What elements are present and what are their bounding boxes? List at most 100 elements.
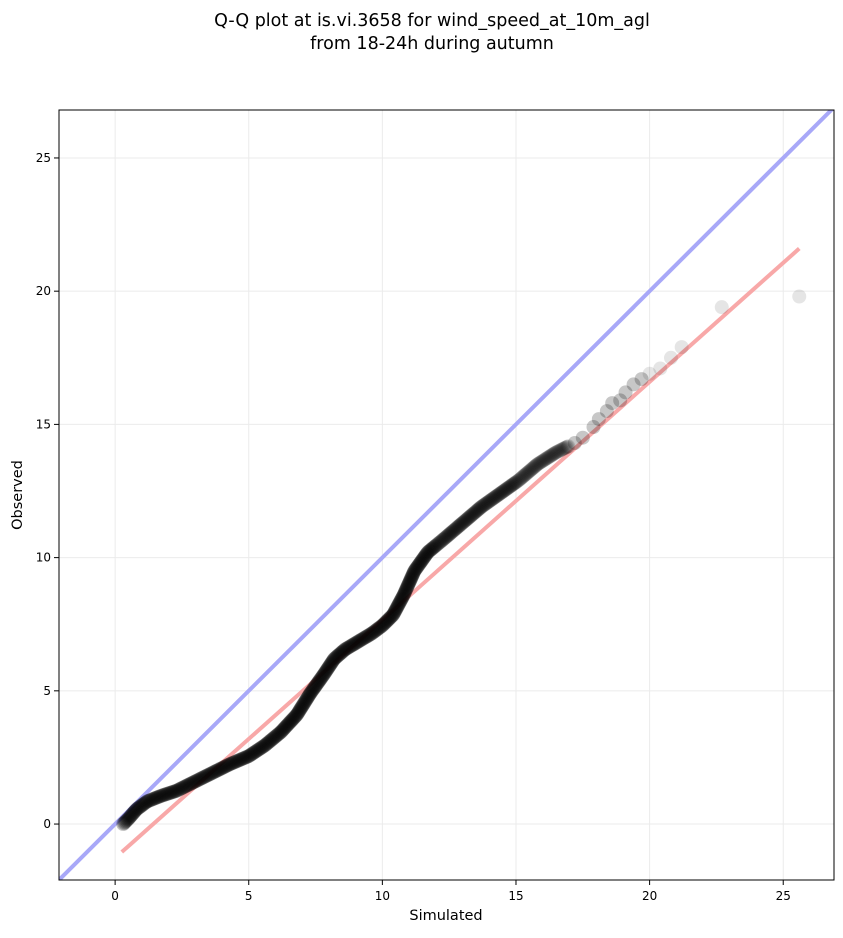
qq-point-98 bbox=[218, 759, 233, 774]
qq-point-266 bbox=[364, 626, 379, 641]
qq-point-218 bbox=[320, 661, 335, 676]
qq-point-111 bbox=[232, 752, 247, 767]
qq-point-22 bbox=[135, 798, 150, 813]
qq-point-50 bbox=[166, 784, 181, 799]
qq-point-380 bbox=[448, 522, 463, 537]
qq-point-30 bbox=[143, 793, 158, 808]
y-tick-label-5: 25 bbox=[36, 151, 51, 165]
qq-point-458 bbox=[521, 464, 536, 479]
qq-point-476 bbox=[538, 452, 553, 467]
qq-point-291 bbox=[386, 606, 401, 621]
qq-point-138 bbox=[260, 736, 275, 751]
qq-point-28 bbox=[141, 793, 156, 808]
qq-point-306 bbox=[395, 591, 410, 606]
qq-point-482 bbox=[544, 448, 559, 463]
qq-point-89 bbox=[209, 764, 224, 779]
qq-point-80 bbox=[199, 768, 214, 783]
qq-point-67 bbox=[184, 776, 199, 791]
qq-point-63 bbox=[180, 778, 195, 793]
qq-point-174 bbox=[291, 705, 306, 720]
qq-point-343 bbox=[415, 552, 430, 567]
qq-point-493 bbox=[555, 442, 570, 457]
qq-point-76 bbox=[194, 771, 209, 786]
x-tick-label-1: 5 bbox=[245, 889, 253, 903]
qq-point-87 bbox=[207, 765, 221, 780]
qq-point-330 bbox=[406, 565, 421, 580]
qq-point-107 bbox=[228, 754, 243, 769]
qq-point-104 bbox=[225, 756, 240, 771]
qq-point-245 bbox=[343, 639, 358, 654]
qq-point-331 bbox=[407, 563, 422, 578]
qq-point-317 bbox=[400, 579, 415, 594]
qq-point-65 bbox=[182, 777, 197, 792]
qq-point-56 bbox=[172, 782, 187, 797]
qq-point-228 bbox=[327, 651, 342, 666]
qq-point-399 bbox=[465, 507, 480, 522]
qq-point-217 bbox=[319, 662, 334, 677]
qq-point-192 bbox=[302, 687, 317, 702]
qq-point-404 bbox=[469, 503, 484, 518]
qq-point-391 bbox=[458, 513, 473, 528]
qq-point-341 bbox=[414, 554, 429, 569]
qq-point-427 bbox=[491, 487, 506, 502]
qq-point-276 bbox=[374, 619, 389, 634]
qq-point-2 bbox=[117, 815, 132, 830]
qq-point-328 bbox=[405, 567, 420, 582]
qq-point-105 bbox=[226, 755, 241, 770]
qq-point-356 bbox=[426, 540, 441, 555]
qq-point-372 bbox=[441, 528, 456, 543]
qq-point-163 bbox=[282, 715, 297, 730]
qq-point-219 bbox=[321, 660, 336, 675]
qq-point-21 bbox=[134, 798, 149, 813]
qq-point-438 bbox=[502, 479, 517, 494]
qq-point-256 bbox=[354, 632, 369, 647]
qq-point-351 bbox=[421, 544, 436, 559]
y-gridlines bbox=[59, 157, 834, 825]
qq-point-446 bbox=[510, 474, 525, 489]
qq-point-294 bbox=[388, 603, 403, 618]
qq-point-38 bbox=[152, 789, 167, 804]
qq-point-162 bbox=[281, 716, 296, 731]
qq-point-265 bbox=[363, 627, 378, 642]
qq-point-270 bbox=[368, 623, 383, 638]
qq-point-10 bbox=[124, 807, 139, 822]
qq-point-32 bbox=[145, 792, 160, 807]
qq-point-410 bbox=[475, 499, 490, 514]
qq-point-324 bbox=[404, 571, 419, 586]
qq-point-311 bbox=[397, 585, 412, 600]
qq-point-220 bbox=[321, 659, 336, 674]
qq-point-464 bbox=[526, 460, 541, 475]
qq-point-69 bbox=[187, 774, 202, 789]
qq-point-136 bbox=[258, 737, 273, 752]
qq-point-161 bbox=[281, 717, 296, 732]
qq-point-479 bbox=[541, 450, 556, 465]
qq-point-90 bbox=[210, 763, 225, 778]
qq-point-435 bbox=[499, 481, 514, 496]
qq-point-48 bbox=[163, 785, 178, 800]
qq-point-26 bbox=[139, 795, 154, 810]
qq-point-436 bbox=[500, 481, 515, 496]
qq-point-116 bbox=[238, 750, 253, 765]
qq-point-203 bbox=[310, 676, 325, 691]
qq-tail-point-12 bbox=[663, 350, 678, 365]
qq-point-315 bbox=[399, 581, 414, 596]
qq-point-141 bbox=[263, 733, 278, 748]
qq-point-128 bbox=[250, 743, 265, 758]
qq-point-385 bbox=[452, 518, 467, 533]
qq-point-188 bbox=[300, 691, 315, 706]
qq-point-209 bbox=[314, 670, 329, 685]
qq-point-305 bbox=[394, 592, 409, 607]
qq-point-469 bbox=[531, 456, 546, 471]
qq-point-109 bbox=[230, 753, 245, 768]
qq-point-133 bbox=[255, 739, 270, 754]
qq-point-195 bbox=[304, 684, 319, 699]
qq-point-274 bbox=[372, 620, 387, 635]
qq-point-25 bbox=[138, 795, 153, 810]
qq-point-289 bbox=[385, 608, 400, 623]
x-axis-label: Simulated bbox=[409, 908, 482, 924]
qq-point-200 bbox=[308, 679, 323, 694]
qq-point-115 bbox=[237, 750, 252, 765]
qq-point-449 bbox=[513, 471, 528, 486]
qq-point-185 bbox=[298, 694, 313, 709]
qq-point-208 bbox=[313, 671, 328, 686]
